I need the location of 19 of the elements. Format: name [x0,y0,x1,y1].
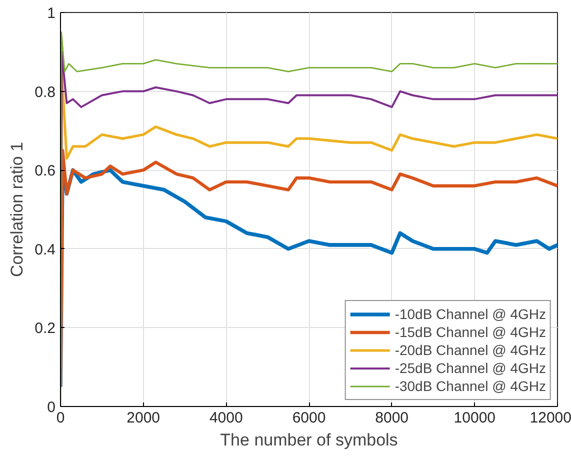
y-tick-label: 0.6 [34,162,56,180]
y-tick-label: 0 [47,399,56,416]
x-tick-label: 4000 [209,410,243,426]
y-tick-label: 0.4 [34,241,56,258]
legend-label: -20dB Channel @ 4GHz [394,341,546,359]
y-axis-title: Correlation ratio 1 [8,142,27,278]
x-axis-title: The number of symbols [220,430,398,450]
x-tick-label: 8000 [375,410,409,426]
legend-label: -30dB Channel @ 4GHz [394,377,546,395]
y-tick-label: 1 [47,5,56,22]
x-tick-label: 2000 [126,410,160,426]
x-tick-label: 10000 [454,410,496,426]
legend-label: -10dB Channel @ 4GHz [394,305,546,323]
legend-label: -25dB Channel @ 4GHz [394,359,546,377]
y-tick-label: 0.8 [34,84,56,101]
legend-label: -15dB Channel @ 4GHz [394,323,546,341]
x-tick-label: 6000 [292,410,326,426]
x-tick-label: 12000 [530,410,571,426]
y-tick-label: 0.2 [34,320,56,338]
